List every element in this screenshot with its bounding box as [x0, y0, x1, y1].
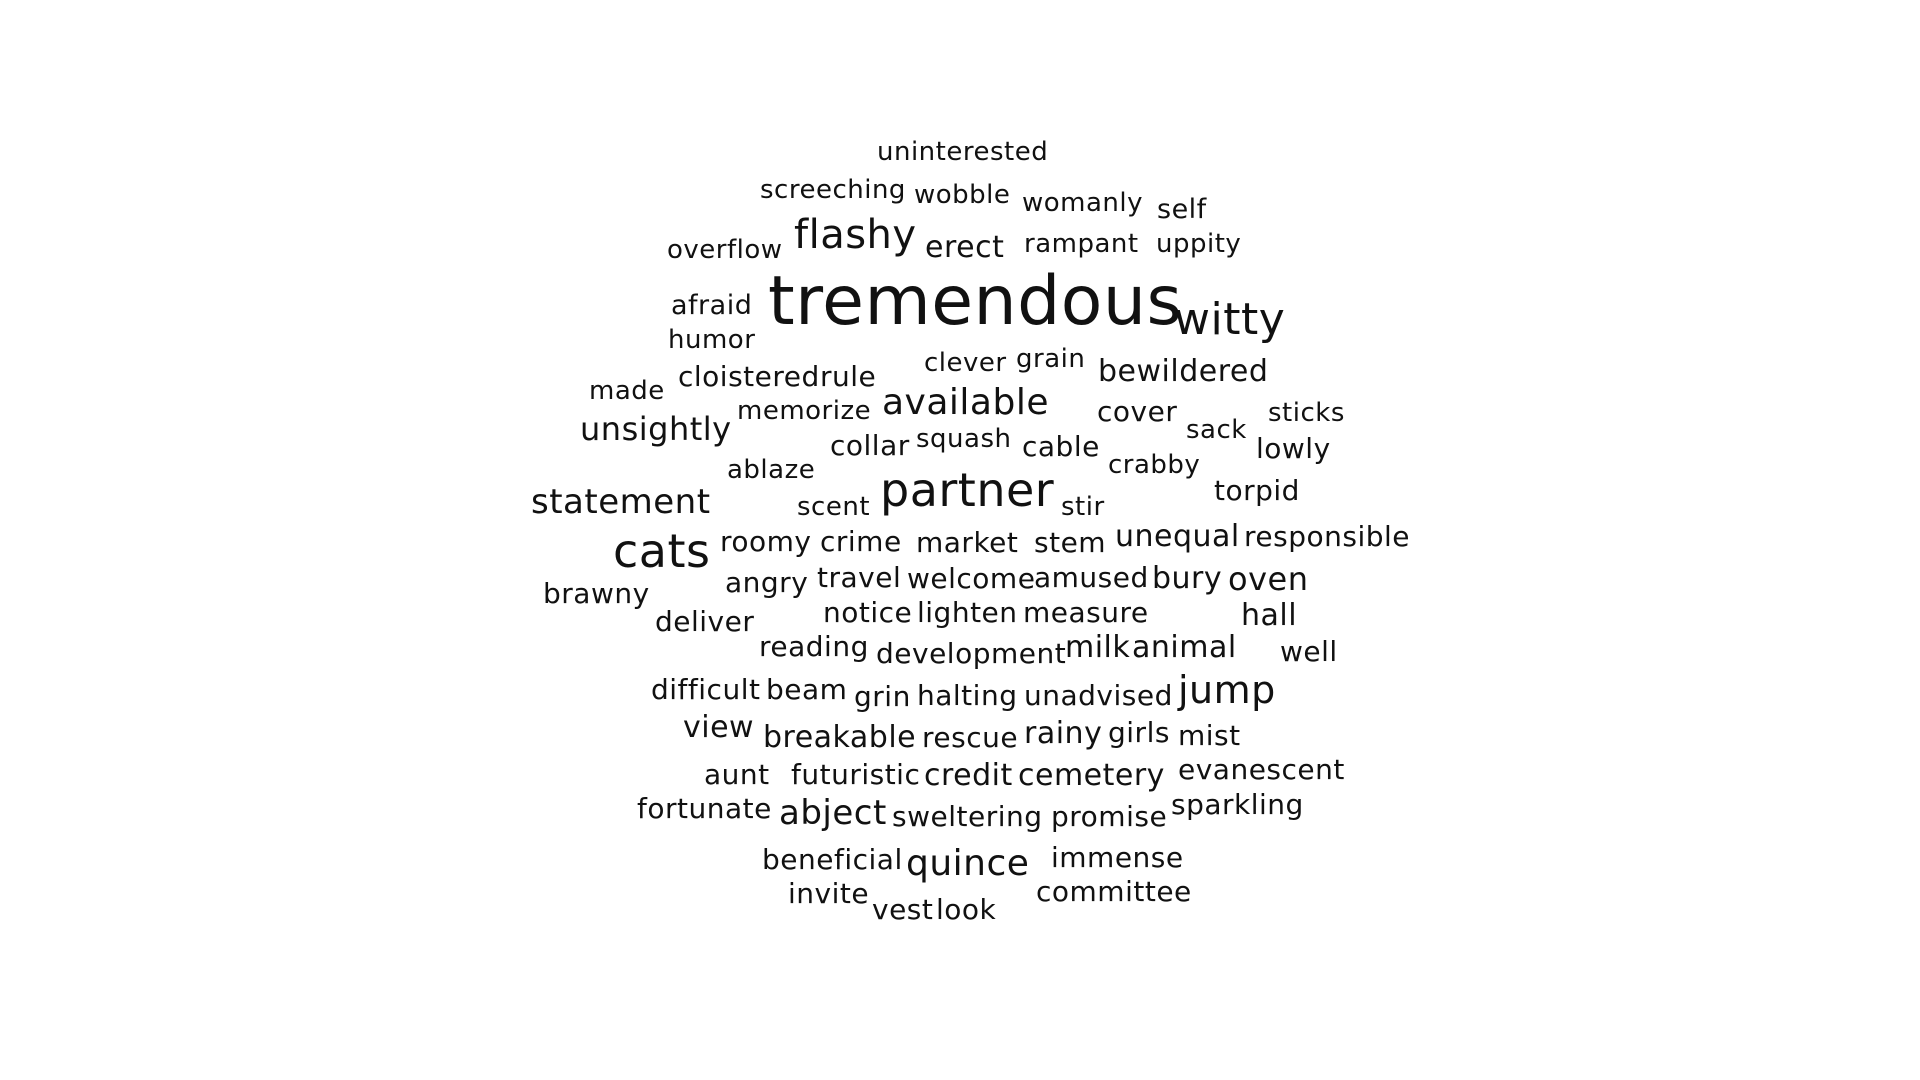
word-stir: stir [1061, 492, 1105, 522]
word-tremendous: tremendous [768, 262, 1183, 341]
word-unadvised: unadvised [1024, 679, 1173, 712]
word-wobble: wobble [914, 180, 1011, 210]
word-rule: rule [820, 360, 877, 393]
word-cable: cable [1022, 430, 1100, 463]
word-look: look [936, 893, 997, 926]
word-cats: cats [613, 524, 711, 578]
word-brawny: brawny [543, 577, 650, 610]
word-breakable: breakable [763, 720, 917, 755]
word-crabby: crabby [1108, 450, 1201, 480]
word-travel: travel [817, 561, 902, 594]
word-cemetery: cemetery [1018, 758, 1165, 793]
word-aunt: aunt [704, 758, 770, 791]
word-squash: squash [916, 424, 1012, 454]
word-witty: witty [1174, 294, 1286, 345]
word-grin: grin [854, 680, 911, 713]
word-notice: notice [823, 596, 913, 629]
word-cover: cover [1097, 395, 1178, 428]
word-uppity: uppity [1156, 229, 1242, 259]
word-clever: clever [924, 348, 1007, 378]
word-reading: reading [759, 630, 869, 663]
word-screeching: screeching [760, 175, 906, 205]
word-angry: angry [725, 566, 809, 599]
word-torpid: torpid [1214, 474, 1300, 507]
word-deliver: deliver [655, 605, 755, 638]
word-oven: oven [1228, 560, 1309, 598]
word-rainy: rainy [1024, 716, 1103, 751]
word-self: self [1157, 194, 1207, 225]
word-evanescent: evanescent [1178, 753, 1345, 786]
word-sticks: sticks [1268, 398, 1345, 428]
word-afraid: afraid [671, 290, 753, 321]
word-stem: stem [1034, 526, 1107, 559]
word-view: view [683, 710, 755, 745]
word-vest: vest [872, 893, 934, 926]
word-available: available [882, 382, 1049, 423]
word-halting: halting [917, 679, 1018, 712]
word-sweltering: sweltering [892, 800, 1043, 833]
word-development: development [876, 637, 1067, 670]
word-sparkling: sparkling [1171, 788, 1304, 821]
word-cloistered: cloistered [678, 360, 820, 393]
word-fortunate: fortunate [637, 792, 772, 825]
word-difficult: difficult [651, 673, 761, 706]
word-ablaze: ablaze [727, 455, 816, 485]
word-market: market [916, 526, 1019, 559]
word-humor: humor [668, 325, 756, 355]
word-sack: sack [1186, 415, 1247, 445]
word-erect: erect [925, 230, 1005, 265]
word-made: made [589, 376, 665, 406]
word-quince: quince [906, 843, 1030, 884]
word-promise: promise [1051, 800, 1168, 833]
word-rampant: rampant [1024, 229, 1139, 259]
word-credit: credit [924, 758, 1013, 793]
word-bewildered: bewildered [1098, 354, 1269, 389]
word-immense: immense [1051, 841, 1184, 874]
word-futuristic: futuristic [791, 758, 921, 791]
word-statement: statement [531, 482, 711, 522]
word-invite: invite [788, 877, 870, 910]
word-unsightly: unsightly [580, 410, 732, 448]
word-scent: scent [797, 492, 871, 522]
word-memorize: memorize [737, 396, 872, 426]
word-womanly: womanly [1022, 188, 1144, 218]
word-unequal: unequal [1115, 519, 1240, 554]
word-committee: committee [1036, 875, 1192, 908]
word-lighten: lighten [917, 596, 1018, 629]
word-rescue: rescue [922, 721, 1019, 754]
word-hall: hall [1241, 598, 1298, 633]
word-roomy: roomy [720, 525, 812, 558]
word-bury: bury [1152, 561, 1223, 596]
word-abject: abject [779, 793, 887, 833]
word-girls: girls [1108, 716, 1170, 749]
word-welcome: welcome [907, 562, 1036, 595]
word-lowly: lowly [1256, 432, 1331, 465]
word-mist: mist [1178, 719, 1241, 752]
word-measure: measure [1023, 596, 1149, 629]
word-jump: jump [1178, 668, 1276, 712]
word-animal: animal [1132, 630, 1237, 665]
word-well: well [1280, 635, 1338, 668]
word-beam: beam [766, 673, 848, 706]
word-responsible: responsible [1244, 520, 1411, 553]
word-amused: amused [1034, 561, 1149, 594]
word-flashy: flashy [794, 212, 917, 258]
word-beneficial: beneficial [762, 843, 903, 876]
word-milk: milk [1065, 630, 1131, 665]
word-collar: collar [830, 429, 910, 462]
word-grain: grain [1016, 344, 1086, 374]
word-partner: partner [880, 463, 1055, 517]
word-uninterested: uninterested [877, 137, 1049, 167]
word-crime: crime [820, 525, 902, 558]
word-overflow: overflow [667, 235, 783, 265]
